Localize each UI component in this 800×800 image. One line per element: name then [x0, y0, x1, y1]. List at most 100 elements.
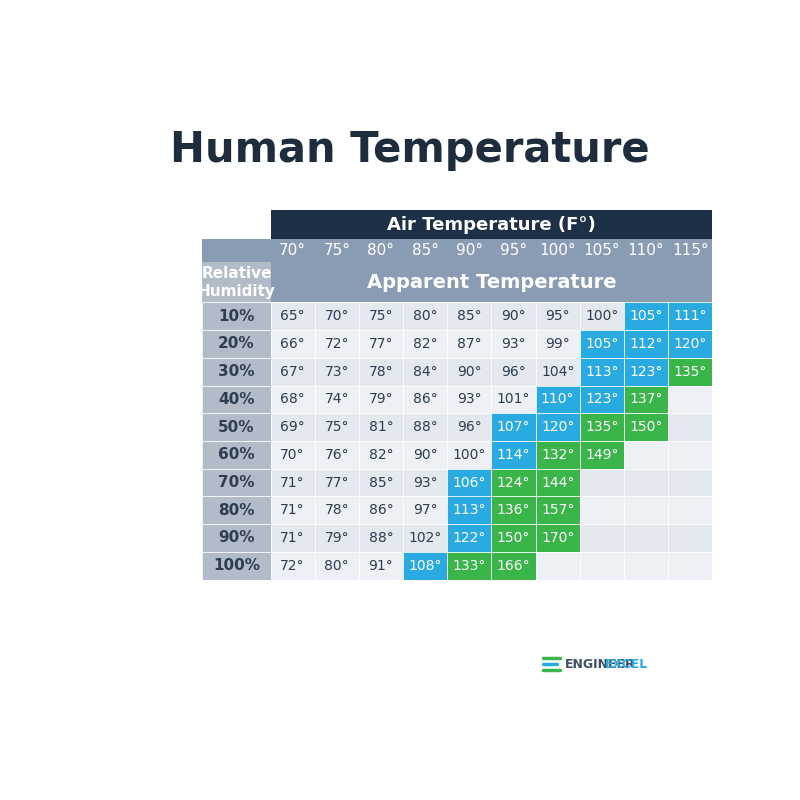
- Text: EXCEL: EXCEL: [606, 658, 649, 670]
- Text: 90%: 90%: [218, 530, 254, 546]
- Bar: [270, 302, 314, 330]
- Bar: [359, 552, 403, 579]
- Text: 97°: 97°: [413, 503, 438, 518]
- Text: 105°: 105°: [585, 337, 618, 351]
- Text: 95°: 95°: [546, 310, 570, 323]
- Text: 88°: 88°: [369, 531, 394, 545]
- Bar: [403, 386, 447, 414]
- Text: 86°: 86°: [369, 503, 394, 518]
- Bar: [270, 552, 314, 579]
- Bar: [447, 524, 491, 552]
- Text: 20%: 20%: [218, 337, 254, 351]
- Text: 93°: 93°: [501, 337, 526, 351]
- Text: 78°: 78°: [369, 365, 394, 378]
- Bar: [270, 441, 314, 469]
- Text: 50%: 50%: [218, 419, 254, 434]
- Bar: [314, 358, 359, 386]
- Text: 90°: 90°: [457, 365, 482, 378]
- Bar: [403, 330, 447, 358]
- Bar: [447, 414, 491, 441]
- Text: 69°: 69°: [280, 420, 305, 434]
- Text: 113°: 113°: [585, 365, 618, 378]
- Bar: [447, 302, 491, 330]
- Bar: [270, 524, 314, 552]
- Bar: [535, 496, 580, 524]
- Bar: [535, 524, 580, 552]
- Text: 144°: 144°: [541, 475, 574, 490]
- Text: 90°: 90°: [413, 448, 438, 462]
- Bar: [202, 524, 270, 552]
- Text: 75°: 75°: [323, 243, 350, 258]
- Text: 120°: 120°: [674, 337, 707, 351]
- Bar: [535, 469, 580, 496]
- Bar: [202, 552, 270, 579]
- Text: 72°: 72°: [280, 558, 305, 573]
- Bar: [580, 302, 624, 330]
- Text: 71°: 71°: [280, 475, 305, 490]
- Text: 102°: 102°: [409, 531, 442, 545]
- Bar: [359, 302, 403, 330]
- Bar: [403, 441, 447, 469]
- Bar: [403, 414, 447, 441]
- Bar: [270, 210, 712, 239]
- Text: Relative
Humidity: Relative Humidity: [198, 266, 275, 298]
- Bar: [314, 524, 359, 552]
- Text: 107°: 107°: [497, 420, 530, 434]
- Text: 111°: 111°: [674, 310, 707, 323]
- Bar: [668, 414, 712, 441]
- Text: 71°: 71°: [280, 503, 305, 518]
- Bar: [202, 358, 270, 386]
- Text: 104°: 104°: [541, 365, 574, 378]
- Text: 170°: 170°: [541, 531, 574, 545]
- Bar: [668, 441, 712, 469]
- Bar: [491, 358, 535, 386]
- Bar: [202, 302, 270, 330]
- Text: 77°: 77°: [325, 475, 349, 490]
- Text: 124°: 124°: [497, 475, 530, 490]
- Text: Apparent Temperature: Apparent Temperature: [366, 273, 616, 292]
- Bar: [314, 414, 359, 441]
- Text: 149°: 149°: [585, 448, 618, 462]
- Bar: [668, 524, 712, 552]
- Text: 100%: 100%: [213, 558, 260, 573]
- Text: 101°: 101°: [497, 392, 530, 406]
- Text: 99°: 99°: [546, 337, 570, 351]
- Bar: [535, 414, 580, 441]
- Bar: [359, 414, 403, 441]
- Text: 90°: 90°: [501, 310, 526, 323]
- Text: 84°: 84°: [413, 365, 438, 378]
- Bar: [624, 386, 668, 414]
- Bar: [270, 330, 314, 358]
- Text: 80°: 80°: [367, 243, 394, 258]
- Bar: [624, 414, 668, 441]
- Bar: [447, 441, 491, 469]
- Text: 75°: 75°: [369, 310, 393, 323]
- Bar: [535, 441, 580, 469]
- Bar: [580, 414, 624, 441]
- Bar: [447, 358, 491, 386]
- Text: 106°: 106°: [453, 475, 486, 490]
- Bar: [270, 386, 314, 414]
- Text: 113°: 113°: [453, 503, 486, 518]
- Bar: [491, 414, 535, 441]
- Text: 135°: 135°: [674, 365, 707, 378]
- Text: 70%: 70%: [218, 475, 254, 490]
- Text: 105°: 105°: [630, 310, 662, 323]
- Text: 78°: 78°: [325, 503, 349, 518]
- Bar: [624, 358, 668, 386]
- Bar: [580, 441, 624, 469]
- Text: 110°: 110°: [541, 392, 574, 406]
- Bar: [491, 552, 535, 579]
- Bar: [580, 469, 624, 496]
- Bar: [447, 552, 491, 579]
- Bar: [359, 524, 403, 552]
- Bar: [314, 469, 359, 496]
- Bar: [270, 469, 314, 496]
- Bar: [403, 469, 447, 496]
- Text: 108°: 108°: [408, 558, 442, 573]
- Text: 72°: 72°: [325, 337, 349, 351]
- Text: 88°: 88°: [413, 420, 438, 434]
- Bar: [447, 496, 491, 524]
- Bar: [359, 386, 403, 414]
- Text: 137°: 137°: [630, 392, 662, 406]
